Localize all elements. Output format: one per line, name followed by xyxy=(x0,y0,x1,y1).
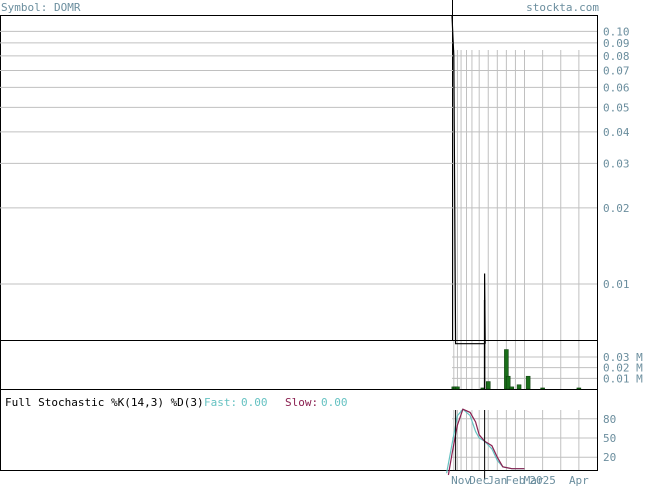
volume-bars xyxy=(451,300,582,390)
stochastic-grid xyxy=(452,418,597,458)
volume-bar xyxy=(540,387,545,390)
price-tick-label: 0.03 xyxy=(603,157,630,170)
site-label[interactable]: stockta.com xyxy=(526,1,599,14)
price-axis: 0.100.090.080.07 0.06 0.05 0.04 0.03 0.02 0.01 xyxy=(603,25,630,291)
price-tick-label: 0.01 xyxy=(603,278,630,291)
volume-bar xyxy=(455,386,460,390)
date-tick-label: Dec xyxy=(469,474,489,486)
date-tick-label: 2025 xyxy=(529,474,556,486)
date-tick-label: Jan xyxy=(487,474,507,486)
price-series xyxy=(451,15,486,345)
price-tick-label: 0.07 xyxy=(603,64,630,77)
volume-tick-label: 0.02 M xyxy=(603,362,643,375)
volume-bar xyxy=(516,384,522,390)
price-tick-label: 0.10 xyxy=(603,25,630,38)
volume-bar xyxy=(505,375,511,390)
volume-tick-label: 0.03 M xyxy=(603,351,643,364)
price-tick-label: 0.08 xyxy=(603,50,630,63)
price-tick-label: 0.02 xyxy=(603,202,630,215)
stochastic-tick-label: 20 xyxy=(603,451,616,464)
price-tick-label: 0.05 xyxy=(603,101,630,114)
stochastic-tick-label: 50 xyxy=(603,432,616,445)
date-tick-label: Feb xyxy=(506,474,526,486)
volume-bar xyxy=(576,387,582,390)
slow-value: 0.00 xyxy=(321,396,348,409)
slow-label: Slow: xyxy=(285,396,318,409)
stochastic-lines xyxy=(446,408,525,480)
date-tick-label: Nov xyxy=(451,474,471,486)
stochastic-title: Full Stochastic %K(14,3) %D(3) xyxy=(5,396,204,409)
price-tick-label: 0.09 xyxy=(603,37,630,50)
volume-bar xyxy=(509,386,515,390)
stochastic-axis: 80 50 20 xyxy=(603,413,616,464)
price-line xyxy=(451,15,486,345)
stochastic-slow-line xyxy=(447,408,525,476)
volume-grid xyxy=(452,356,597,379)
price-tick-label: 0.06 xyxy=(603,81,630,94)
stochastic-tick-label: 80 xyxy=(603,413,616,426)
price-panel-frame xyxy=(0,15,598,341)
stochastic-panel-frame xyxy=(0,389,598,471)
volume-bar xyxy=(525,375,531,390)
fast-value: 0.00 xyxy=(241,396,268,409)
date-tick-label: Apr xyxy=(569,474,589,486)
volume-axis: 0.03 M0.02 M0.01 M xyxy=(603,351,643,385)
fast-label: Fast: xyxy=(204,396,237,409)
volume-bar xyxy=(486,381,491,390)
date-tick-label: Mar xyxy=(524,474,544,486)
volume-tick-label: 0.01 M xyxy=(603,372,643,385)
symbol-label: Symbol: DOMR xyxy=(1,1,81,14)
price-tick-label: 0.04 xyxy=(603,126,630,139)
